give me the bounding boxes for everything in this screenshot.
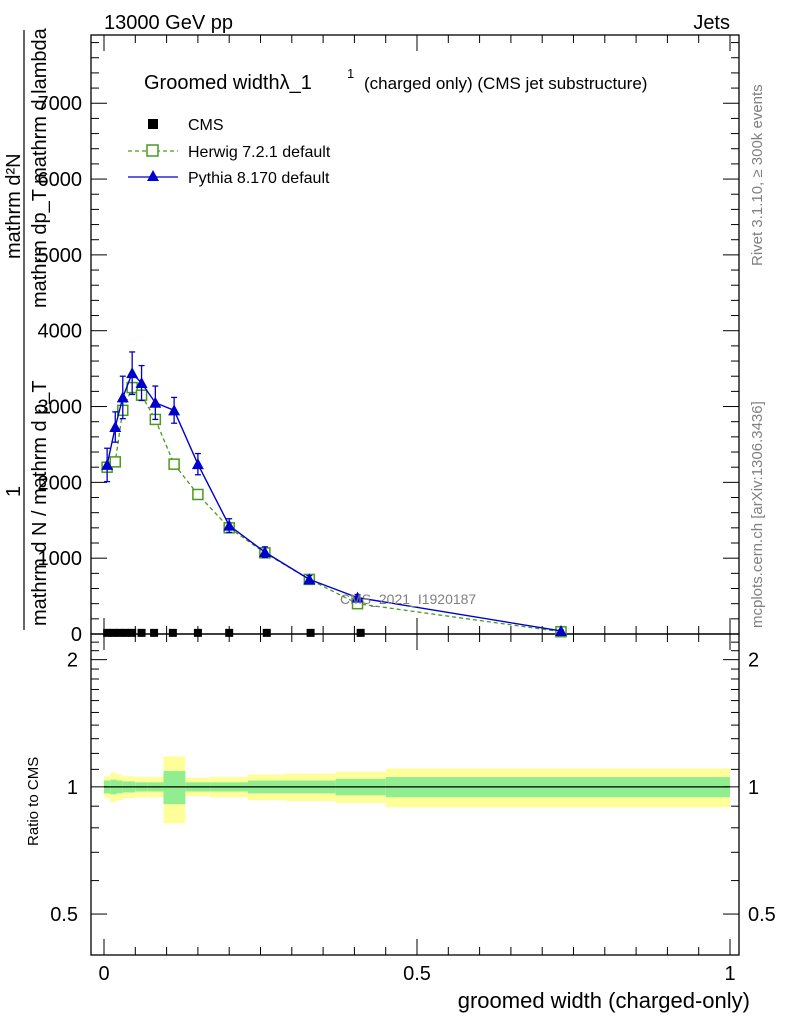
cms-data-point: [128, 628, 137, 637]
cms-data-point: [306, 628, 315, 637]
xaxis-label: groomed width (charged-only): [458, 988, 750, 1013]
ylabel-top: mathrm d²N: [3, 153, 25, 259]
mcplots-label: mcplots.cern.ch [arXiv:1306.3436]: [749, 401, 766, 628]
ylabel-top-sub: mathrm dp_T mathrm d lambda: [29, 27, 51, 308]
cms-data-point: [121, 628, 130, 637]
pythia-point: [351, 591, 364, 603]
herwig-line: [106, 386, 562, 633]
pythia-point: [149, 396, 162, 408]
pythia-point: [116, 391, 129, 403]
main-ylabel: mathrm d²N mathrm dp_T mathrm d lambda 1…: [3, 27, 51, 630]
ratio-ytick-label-right: 0.5: [748, 904, 776, 926]
ytick-label: 0: [71, 624, 82, 646]
herwig-point: [168, 458, 180, 470]
plot-title-main: Groomed widthλ_1: [144, 72, 312, 94]
legend-herwig-marker: [146, 144, 159, 157]
analysis-watermark: CMS_2021_I1920187: [340, 591, 476, 607]
ytick-label: 5000: [38, 245, 83, 267]
pythia-point: [126, 367, 139, 379]
pythia-point: [101, 458, 114, 470]
cms-data-point: [193, 628, 202, 637]
pythia-point: [258, 546, 271, 558]
plot-title: Groomed widthλ_1: [144, 72, 312, 94]
ylabel-one: 1: [3, 486, 25, 497]
pythia-point: [191, 458, 204, 470]
rivet-label: Rivet 3.1.10, ≥ 300k events: [749, 84, 766, 266]
ratio-ytick-label-right: 1: [748, 777, 759, 799]
pythia-point: [303, 573, 316, 585]
legend-herwig-label: Herwig 7.2.1 default: [188, 144, 331, 161]
ytick-label: 7000: [38, 93, 83, 115]
plot-title-sup: 1: [347, 66, 354, 81]
legend: CMS Herwig 7.2.1 default Pythia 8.170 de…: [128, 117, 331, 187]
xtick-label: 1: [724, 963, 735, 985]
herwig-point: [109, 456, 122, 468]
cms-data-point: [168, 628, 177, 637]
cms-data-point: [356, 628, 365, 637]
pythia-point: [168, 404, 181, 416]
ytick-label: 6000: [38, 169, 83, 191]
pythia-point: [223, 519, 236, 531]
ratio-band-inner: [163, 771, 186, 805]
xtick-label: 0.5: [403, 963, 431, 985]
legend-pythia-marker: [147, 170, 159, 181]
ytick-label: 2000: [38, 472, 83, 494]
ytick-label: 4000: [38, 321, 83, 343]
ylabel-bottom: mathrm d N / mathrm d p_T: [29, 380, 51, 626]
xtick-label: 0: [98, 963, 109, 985]
legend-cms-label: CMS: [188, 117, 224, 134]
series-layer: [101, 351, 567, 638]
herwig-point: [192, 488, 204, 501]
ratio-ytick-label-left: 2: [67, 650, 78, 672]
pythia-point: [109, 421, 122, 433]
ratio-ytick-label-right: 2: [748, 650, 759, 672]
cms-data-point: [103, 628, 112, 637]
pythia-point: [554, 624, 567, 636]
cms-data-point: [150, 628, 159, 637]
header-left: 13000 GeV pp: [104, 12, 233, 34]
cms-data-point: [137, 628, 146, 637]
cms-data-point: [109, 628, 118, 637]
legend-pythia-label: Pythia 8.170 default: [188, 170, 330, 187]
ratio-ytick-label-left: 1: [67, 777, 78, 799]
ratio-plot-frame: [90, 633, 740, 956]
cms-data-point: [225, 628, 234, 637]
header-right: Jets: [693, 12, 730, 34]
ratio-bands: [104, 756, 730, 824]
ytick-label: 1000: [38, 548, 83, 570]
main-axis-ticks: 0 1000 2000 3000 4000 5000 6000 7000: [38, 35, 739, 646]
ratio-ylabel: Ratio to CMS: [25, 757, 42, 846]
cms-data-point: [115, 628, 124, 637]
pythia-point: [135, 377, 148, 389]
legend-cms-marker: [148, 119, 158, 129]
plot-title-suffix: (charged only) (CMS jet substructure): [364, 74, 647, 93]
cms-data-point: [262, 628, 271, 637]
ytick-label: 3000: [38, 397, 83, 419]
ratio-ytick-label-left: 0.5: [50, 904, 78, 926]
ratio-axis-ticks: 0.5 0.5 1 1 2 2 0 0.5 1: [50, 634, 776, 985]
